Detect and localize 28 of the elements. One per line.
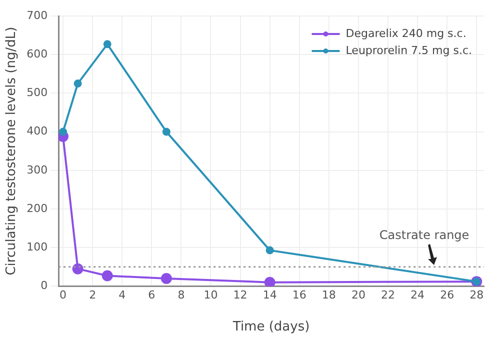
y-tick-label: 200 — [26, 202, 48, 215]
x-tick-label: 18 — [322, 288, 336, 302]
x-tick-label: 16 — [292, 288, 306, 302]
x-tick-label: 2 — [89, 288, 96, 302]
x-tick-label: 26 — [440, 288, 454, 302]
x-tick-label: 8 — [178, 288, 185, 302]
y-tick-label: 700 — [26, 8, 48, 22]
x-tick-label: 10 — [204, 288, 218, 302]
x-tick-label: 6 — [148, 288, 156, 302]
y-tick-label: 500 — [26, 86, 48, 100]
annotation: Castrate range — [379, 228, 470, 242]
y-tick-label: 600 — [26, 47, 48, 60]
x-tick-label: 4 — [118, 288, 126, 302]
y-tick-label: 300 — [26, 163, 48, 176]
legend-label: Leuprorelin 7.5 mg s.c. — [346, 44, 472, 57]
x-tick-label: 28 — [470, 288, 484, 302]
x-tick-label: 14 — [262, 288, 277, 302]
x-axis-title: Time (days) — [232, 320, 310, 335]
x-tick-label: 20 — [351, 288, 366, 302]
y-tick-label: 400 — [26, 124, 48, 138]
y-axis-title: Circulating testosterone levels (ng/dL) — [4, 26, 20, 276]
x-tick-label: 12 — [233, 288, 248, 302]
x-tick-label: 24 — [410, 288, 425, 302]
legend-label: Degarelix 240 mg s.c. — [346, 26, 466, 40]
x-tick-label: 0 — [60, 288, 67, 302]
x-tick-label: 22 — [380, 288, 395, 302]
y-tick-label: 100 — [26, 240, 48, 254]
y-tick-label: 0 — [40, 279, 48, 292]
